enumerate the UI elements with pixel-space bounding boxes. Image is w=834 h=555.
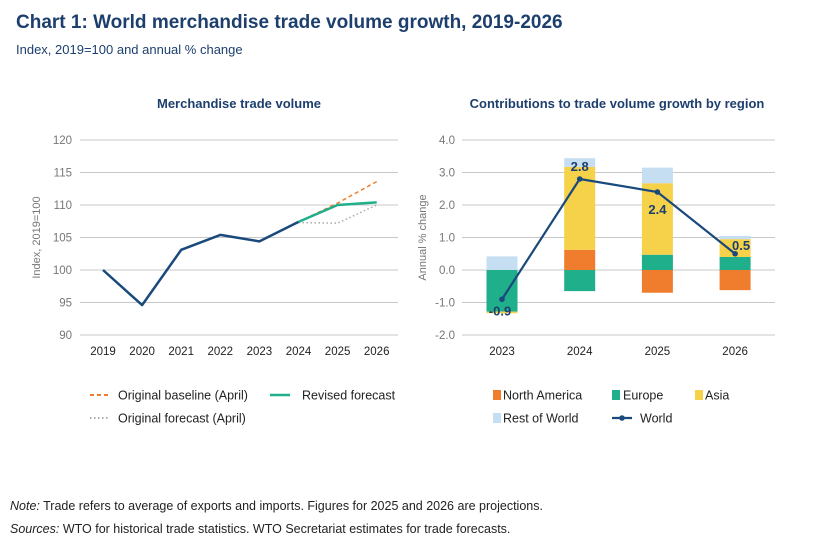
legend-swatch	[493, 390, 501, 400]
y-tick-label: 100	[53, 265, 72, 277]
bar-asia	[641, 183, 673, 255]
series-line-history	[102, 220, 300, 307]
bar-europe	[486, 270, 518, 312]
y-axis-label: Index, 2019=100	[31, 196, 43, 278]
legend-swatch	[493, 413, 501, 423]
x-tick-label: 2019	[90, 346, 116, 358]
bar-rest-of-world	[486, 256, 518, 270]
world-data-label: -0.9	[489, 303, 511, 318]
legend-marker-world-point	[619, 415, 625, 421]
y-tick-label: 3.0	[439, 168, 455, 180]
world-point	[499, 296, 505, 303]
y-tick-label: 105	[53, 233, 72, 245]
chart-subtitle: Index, 2019=100 and annual % change	[16, 42, 243, 57]
x-tick-label: 2025	[325, 346, 351, 358]
world-data-label: 2.4	[648, 202, 667, 217]
legend-label: Original baseline (April)	[118, 389, 248, 403]
sources-label: Sources:	[10, 522, 60, 536]
sources-text: WTO for historical trade statistics. WTO…	[59, 522, 511, 536]
series-line-revised-forecast	[298, 201, 377, 224]
y-tick-label: 2.0	[439, 200, 455, 212]
legend-label: World	[640, 412, 672, 426]
y-tick-label: 95	[59, 298, 72, 310]
y-tick-label: 4.0	[439, 135, 455, 147]
bar-europe	[719, 257, 751, 270]
legend-label: Europe	[623, 389, 663, 403]
x-tick-label: 2025	[645, 346, 671, 358]
y-axis-label: Annual % change	[417, 194, 429, 280]
legend-label: Revised forecast	[302, 389, 396, 403]
y-tick-label: 90	[59, 330, 72, 342]
x-tick-label: 2026	[364, 346, 390, 358]
legend-label: Asia	[705, 389, 729, 403]
y-tick-label: 0.0	[439, 265, 455, 277]
x-tick-label: 2021	[168, 346, 194, 358]
world-point	[654, 189, 661, 195]
y-tick-label: 1.0	[439, 233, 455, 245]
y-tick-label: 120	[53, 135, 72, 147]
note-text: Trade refers to average of exports and i…	[39, 499, 543, 513]
x-tick-label: 2023	[247, 346, 273, 358]
bar-europe	[564, 270, 596, 292]
x-tick-label: 2026	[722, 346, 748, 358]
x-tick-label: 2023	[489, 346, 515, 358]
bar-asia	[719, 239, 751, 257]
x-tick-label: 2022	[208, 346, 234, 358]
world-data-label: 2.8	[571, 159, 589, 174]
series-line-original-forecast-april	[298, 204, 378, 224]
world-point	[576, 176, 583, 182]
y-tick-label: 110	[54, 200, 72, 212]
bar-rest-of-world	[641, 167, 673, 184]
bar-rest-of-world	[719, 235, 751, 240]
x-tick-label: 2024	[286, 346, 312, 358]
legend-swatch	[612, 390, 620, 400]
left-chart-title: Merchandise trade volume	[157, 96, 321, 111]
legend-label: North America	[503, 389, 582, 403]
legend-label: Original forecast (April)	[118, 412, 246, 426]
note-label: Note:	[10, 499, 40, 513]
bar-north-america	[564, 249, 596, 270]
bar-rest-of-world	[564, 158, 596, 167]
world-line	[501, 177, 736, 300]
bar-north-america	[641, 270, 673, 293]
world-data-label: 0.5	[732, 238, 750, 253]
legend-label: Rest of World	[503, 412, 579, 426]
x-tick-label: 2024	[567, 346, 593, 358]
bar-north-america	[719, 270, 751, 291]
bar-asia	[486, 311, 518, 314]
x-tick-label: 2020	[129, 346, 155, 358]
right-chart-title: Contributions to trade volume growth by …	[470, 96, 765, 111]
chart-title: Chart 1: World merchandise trade volume …	[16, 12, 563, 33]
legend-swatch	[695, 390, 703, 400]
bar-europe	[641, 254, 673, 270]
y-tick-label: -2.0	[435, 330, 455, 342]
world-point	[732, 250, 738, 257]
y-tick-label: 115	[54, 168, 72, 180]
note: Note: Trade refers to average of exports…	[10, 499, 543, 513]
y-tick-label: -1.0	[435, 298, 455, 310]
sources: Sources: WTO for historical trade statis…	[10, 522, 510, 536]
